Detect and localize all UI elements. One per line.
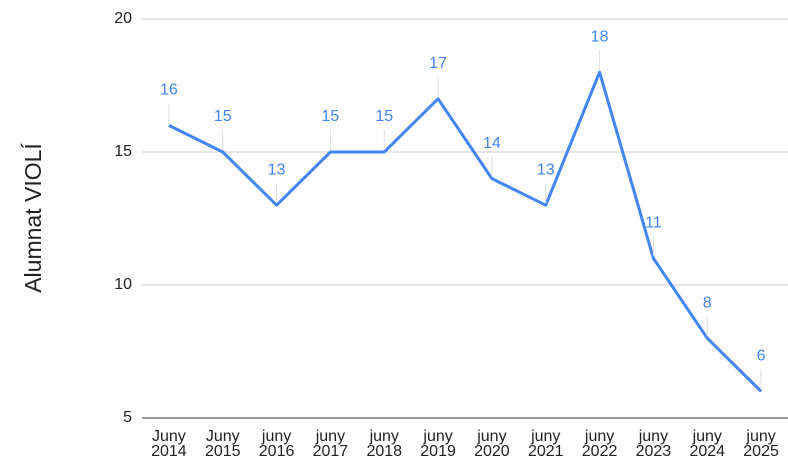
data-label: 8: [703, 294, 712, 311]
data-label: 18: [591, 28, 609, 45]
data-label: 16: [160, 82, 178, 99]
x-tick-label: juny 2016: [258, 428, 295, 460]
data-label: 6: [757, 348, 766, 365]
y-tick-label: 15: [114, 143, 132, 160]
line: [168, 70, 763, 393]
x-tick-label: Juny 2015: [204, 428, 241, 460]
data-label: 17: [429, 55, 447, 72]
x-tick-label: juny 2018: [366, 428, 403, 460]
x-tick-label: juny 2023: [635, 428, 672, 460]
y-axis-label: Alumnat VIOLÍ: [20, 143, 46, 293]
x-tick-label: Juny 2014: [151, 428, 187, 460]
y-tick-label: 5: [123, 409, 132, 426]
data-label: 13: [537, 161, 555, 178]
data-label: 14: [483, 135, 501, 152]
data-label: 15: [322, 108, 340, 125]
data-label: 15: [214, 108, 232, 125]
x-tick-label: juny 2020: [474, 428, 510, 460]
y-tick-label: 20: [114, 10, 132, 27]
x-tick-label: juny 2021: [527, 428, 564, 460]
x-tick-label: juny 2022: [581, 428, 618, 460]
x-tick-label: juny 2024: [689, 428, 726, 460]
x-tick-label: juny 2025: [743, 428, 779, 460]
data-label: 15: [375, 108, 393, 125]
data-label: 11: [645, 215, 662, 232]
y-tick-label: 10: [114, 276, 132, 293]
x-tick-label: juny 2019: [420, 428, 456, 460]
x-tick-label: juny 2017: [312, 428, 349, 460]
data-label: 13: [268, 161, 286, 178]
